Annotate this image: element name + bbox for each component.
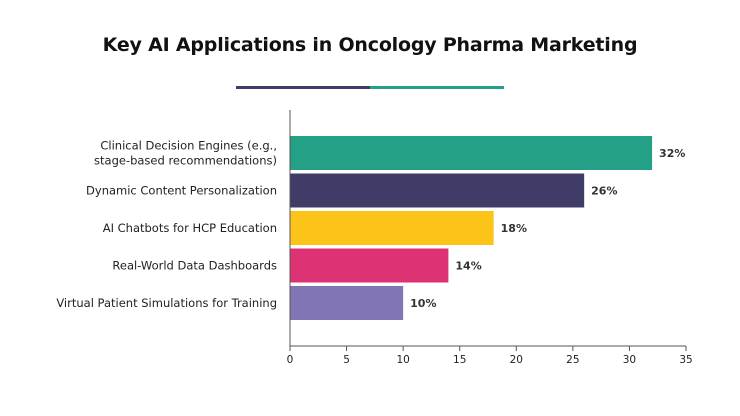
bar-3 bbox=[290, 248, 449, 283]
x-tick-label-7: 35 bbox=[679, 354, 692, 366]
value-label-4: 10% bbox=[410, 297, 436, 310]
category-label-0-line-0: Clinical Decision Engines (e.g., bbox=[100, 139, 277, 153]
category-label-1: Dynamic Content Personalization bbox=[86, 184, 277, 198]
bar-4 bbox=[290, 286, 404, 320]
x-tick-label-5: 25 bbox=[566, 354, 579, 366]
value-label-0: 32% bbox=[659, 147, 685, 160]
category-label-3: Real-World Data Dashboards bbox=[112, 259, 277, 273]
x-tick-label-2: 10 bbox=[396, 354, 409, 366]
category-labels-layer: Clinical Decision Engines (e.g.,stage-ba… bbox=[56, 139, 277, 311]
title-underline-left bbox=[236, 86, 370, 89]
bar-2 bbox=[290, 211, 494, 245]
category-label-0-line-1: stage-based recommendations) bbox=[94, 154, 277, 168]
value-labels-layer: 32% 26% 18% 14% 10% bbox=[410, 147, 685, 310]
category-label-4: Virtual Patient Simulations for Training bbox=[56, 296, 277, 310]
x-tick-label-0: 0 bbox=[287, 354, 294, 366]
category-label-2: AI Chatbots for HCP Education bbox=[103, 221, 277, 235]
value-label-1: 26% bbox=[591, 185, 617, 198]
bars-layer bbox=[290, 136, 653, 320]
x-tick-label-6: 30 bbox=[623, 354, 636, 366]
value-label-2: 18% bbox=[501, 222, 527, 235]
title-underline-right bbox=[370, 86, 504, 89]
x-tick-label-1: 5 bbox=[343, 354, 350, 366]
bar-1 bbox=[290, 173, 585, 208]
value-label-3: 14% bbox=[455, 260, 481, 273]
x-tick-label-4: 20 bbox=[510, 354, 523, 366]
x-tick-label-3: 15 bbox=[453, 354, 466, 366]
chart-title: Key AI Applications in Oncology Pharma M… bbox=[102, 34, 638, 56]
bar-0 bbox=[290, 136, 653, 170]
axes-layer: 0 5 10 15 20 25 30 35 bbox=[287, 110, 693, 366]
